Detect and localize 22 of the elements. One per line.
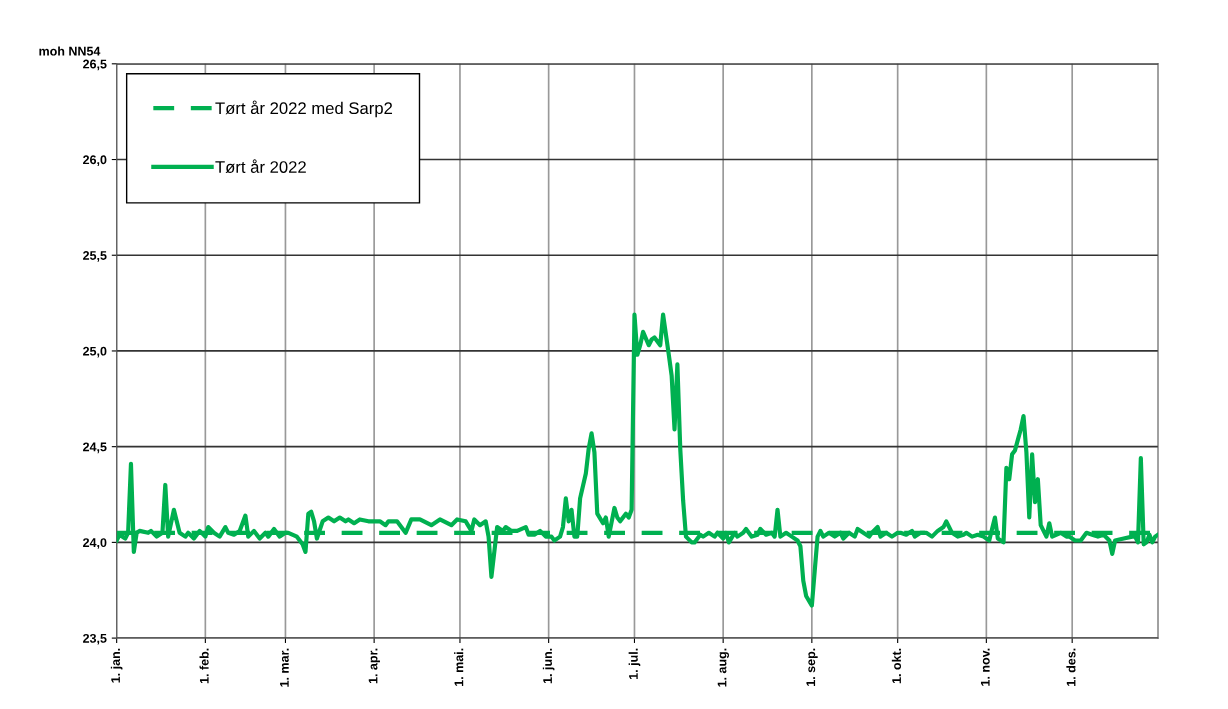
x-tick-label: 1. apr. [368,648,380,684]
x-tick-label: 1. aug. [717,648,729,687]
y-tick-label: 24,0 [83,538,107,549]
x-tick-label: 1. jul. [628,648,641,679]
x-tick-label: 1. feb. [199,648,209,684]
legend-label: Tørt år 2022 med Sarp2 [215,100,393,118]
x-tick-label: 1. jun. [542,648,555,684]
x-tick-label: 1. mar. [280,648,289,687]
x-tick-label: 1. mai. [454,648,464,686]
x-tick-label: 1. jan. [110,648,123,683]
x-tick-label: 1. sep. [806,648,818,686]
x-tick-label: 1. des. [1066,648,1076,686]
y-tick-label: 23,5 [83,633,107,645]
y-tick-label: 24,5 [83,442,107,454]
legend-label: Tørt år 2022 [215,159,306,174]
y-tick-label: 25,5 [83,251,107,262]
x-tick-label: 1. okt. [891,648,902,684]
y-tick-label: 26,5 [83,59,107,71]
y-tick-label: 26,0 [83,155,107,166]
y-axis-title: moh NN54 [39,46,101,56]
y-tick-label: 25,0 [83,346,107,358]
x-tick-label: 1. nov. [980,648,990,686]
